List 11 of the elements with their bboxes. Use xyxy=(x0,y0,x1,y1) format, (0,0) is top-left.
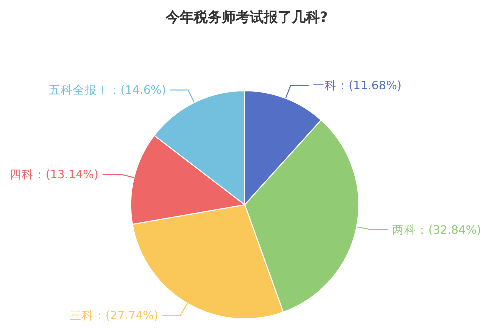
slice-label: 五科全报！ xyxy=(48,83,109,98)
data-label: ：(27.74%) xyxy=(94,308,159,323)
slice-label: 四科 xyxy=(10,167,34,182)
data-label: ：(11.68%) xyxy=(336,78,402,93)
data-label: ：(13.14%) xyxy=(34,167,99,182)
slice-label: 一科 xyxy=(312,78,337,93)
slice-label: 两科 xyxy=(392,222,417,237)
data-label: ：(14.6%) xyxy=(108,83,166,98)
data-label: ：(32.84%) xyxy=(416,222,482,237)
slice-label: 三科 xyxy=(70,308,94,323)
chart-title: 今年税务师考试报了几科? xyxy=(164,9,328,26)
